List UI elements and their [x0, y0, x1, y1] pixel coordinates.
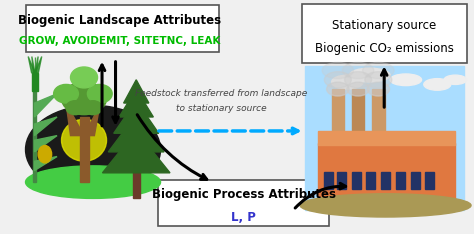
Polygon shape [114, 101, 159, 133]
Bar [304, 66, 465, 210]
Bar [352, 89, 365, 145]
Polygon shape [35, 157, 57, 171]
Ellipse shape [66, 101, 84, 115]
Bar [366, 172, 375, 189]
Polygon shape [32, 57, 35, 73]
Ellipse shape [367, 82, 390, 96]
Text: Biogenic Landscape Attributes: Biogenic Landscape Attributes [18, 14, 222, 27]
Ellipse shape [84, 101, 102, 115]
Ellipse shape [300, 194, 471, 217]
Ellipse shape [349, 68, 390, 82]
Bar [80, 117, 89, 182]
Bar [318, 131, 456, 145]
Text: GROW, AVOIDEMIT, SITETNC, LEAK: GROW, AVOIDEMIT, SITETNC, LEAK [19, 37, 221, 46]
Bar [32, 73, 37, 91]
FancyBboxPatch shape [302, 4, 466, 63]
Bar [396, 172, 405, 189]
Polygon shape [119, 89, 153, 117]
Bar [33, 89, 36, 182]
Bar [331, 89, 344, 145]
Bar [352, 172, 361, 189]
Ellipse shape [345, 72, 372, 88]
Ellipse shape [54, 84, 78, 103]
Bar [411, 172, 420, 189]
Bar [372, 89, 384, 145]
Bar [337, 172, 346, 189]
Polygon shape [35, 136, 57, 152]
Ellipse shape [322, 62, 354, 79]
Bar [381, 172, 390, 189]
Polygon shape [66, 103, 84, 136]
Text: to stationary source: to stationary source [176, 104, 266, 113]
Ellipse shape [26, 105, 161, 194]
Ellipse shape [324, 72, 351, 88]
Ellipse shape [444, 75, 466, 84]
Ellipse shape [71, 67, 98, 88]
Ellipse shape [87, 84, 112, 103]
Ellipse shape [342, 62, 374, 79]
Text: Biogenic CO₂ emissions: Biogenic CO₂ emissions [315, 42, 454, 55]
Ellipse shape [363, 62, 394, 79]
Ellipse shape [327, 82, 349, 96]
Polygon shape [102, 131, 170, 173]
Ellipse shape [62, 82, 107, 115]
Polygon shape [28, 57, 35, 73]
Text: Biogenic Process Attributes: Biogenic Process Attributes [152, 188, 336, 201]
Ellipse shape [38, 146, 52, 163]
Polygon shape [35, 94, 57, 117]
Polygon shape [35, 117, 57, 136]
Polygon shape [35, 57, 42, 73]
Ellipse shape [424, 79, 451, 90]
FancyBboxPatch shape [26, 5, 219, 52]
Text: L, P: L, P [231, 211, 256, 224]
Ellipse shape [331, 75, 363, 89]
Bar [318, 143, 456, 201]
Text: Stationary source: Stationary source [332, 19, 437, 32]
Ellipse shape [26, 166, 161, 198]
Polygon shape [124, 80, 149, 103]
Polygon shape [109, 115, 164, 152]
Ellipse shape [62, 119, 107, 161]
Polygon shape [35, 57, 38, 73]
Bar [324, 172, 333, 189]
FancyBboxPatch shape [158, 180, 329, 226]
Text: Feedstock transferred from landscape: Feedstock transferred from landscape [135, 89, 308, 98]
Bar [425, 172, 434, 189]
Polygon shape [84, 105, 100, 136]
Ellipse shape [365, 72, 392, 88]
Bar [133, 129, 140, 198]
Ellipse shape [390, 74, 421, 86]
Ellipse shape [347, 82, 369, 96]
